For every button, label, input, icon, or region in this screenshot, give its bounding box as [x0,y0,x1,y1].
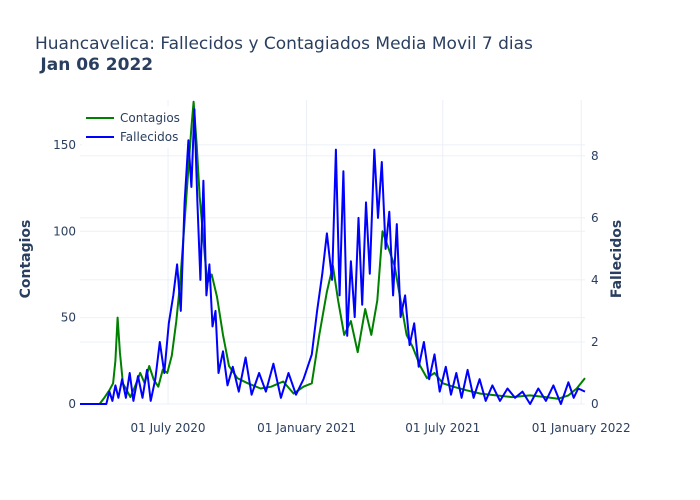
y-left-tick-label: 100 [53,224,76,238]
legend-item-fallecidos[interactable]: Fallecidos [86,127,180,146]
y-left-tick-label: 150 [53,138,76,152]
x-tick-label: 01 July 2020 [131,421,206,435]
chart-title-main: Huancavelica: Fallecidos y Contagiados M… [35,34,533,54]
series-line-fallecidos [80,108,586,405]
y-right-ticks: 0 2 4 6 8 [591,149,599,411]
y-left-tick-label: 50 [61,311,76,325]
x-tick-label: 01 January 2022 [532,421,631,435]
legend-label-fallecidos: Fallecidos [120,129,179,144]
y-left-tick-label: 0 [68,397,76,411]
y-right-tick-label: 8 [591,149,599,163]
y-axis-right-title: Fallecidos [609,219,625,299]
chart-title-date: Jan 06 2022 [40,55,154,75]
gridlines [80,100,585,405]
y-right-tick-label: 2 [591,335,599,349]
x-tick-label: 01 July 2021 [405,421,480,435]
y-left-ticks: 0 50 100 150 [53,138,76,411]
legend-swatch-contagios [86,116,114,119]
x-tick-label: 01 January 2021 [257,421,356,435]
legend[interactable]: Contagios Fallecidos [82,106,184,148]
legend-swatch-fallecidos [86,135,114,138]
y-right-tick-label: 6 [591,211,599,225]
legend-label-contagios: Contagios [120,110,180,125]
chart-title: Huancavelica: Fallecidos y Contagiados M… [35,34,533,76]
x-ticks: 01 July 2020 01 January 2021 01 July 2021 0… [131,421,631,435]
plot-area [80,100,586,405]
y-right-tick-label: 0 [591,397,599,411]
series-line-contagios [80,100,586,405]
y-right-tick-label: 4 [591,273,599,287]
y-axis-left-title: Contagios [18,219,34,299]
legend-item-contagios[interactable]: Contagios [86,108,180,127]
